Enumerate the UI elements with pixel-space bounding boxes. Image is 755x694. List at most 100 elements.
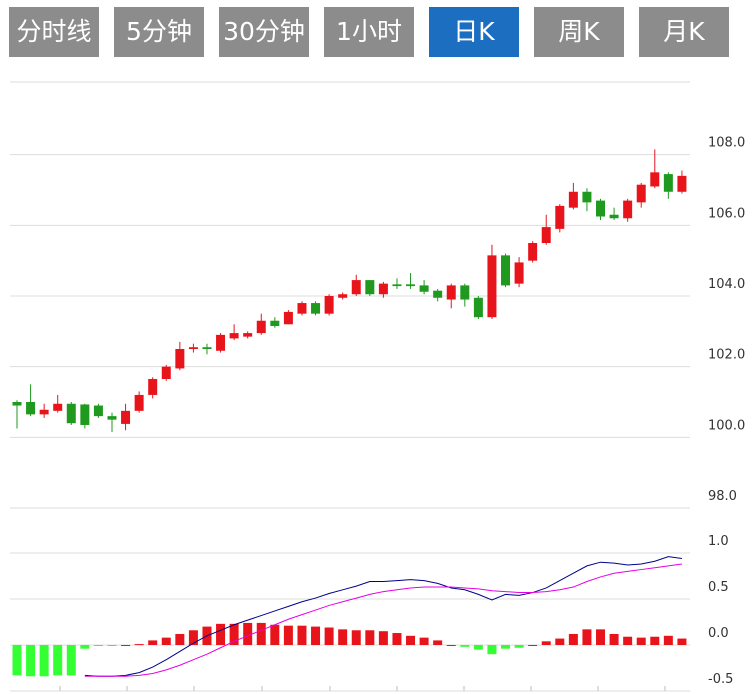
candle-body	[528, 243, 538, 261]
y-tick-label: -0.5	[708, 672, 733, 687]
candle-body	[650, 172, 660, 187]
candle-body	[406, 284, 416, 287]
macd-bar	[216, 623, 226, 645]
candle-body	[297, 303, 307, 314]
candle-body	[202, 347, 212, 349]
candle-body	[541, 227, 551, 243]
macd-bar	[487, 645, 497, 655]
candle-body	[487, 255, 497, 318]
tab[interactable]: 30分钟	[219, 7, 309, 57]
macd-bar	[663, 635, 673, 645]
candle-body	[324, 296, 334, 314]
macd-bar	[446, 645, 456, 646]
y-tick-label: 106.0	[708, 206, 745, 221]
macd-bar	[134, 644, 144, 646]
candle-body	[473, 297, 483, 318]
macd-bar	[256, 622, 266, 645]
macd-bar	[392, 633, 402, 645]
macd-bar	[541, 641, 551, 645]
macd-bar	[283, 625, 293, 645]
macd-bar	[107, 645, 117, 646]
y-tick-label: 102.0	[708, 348, 745, 363]
macd-bar	[501, 645, 511, 649]
macd-bar	[324, 627, 334, 645]
candle-body	[677, 175, 687, 192]
macd-bar	[243, 622, 253, 645]
y-tick-label: 98.0	[708, 489, 737, 504]
y-tick-label: 1.0	[708, 534, 729, 549]
macd-bar	[148, 640, 158, 645]
candle-body	[568, 191, 578, 208]
macd-bar	[636, 637, 646, 645]
candle-body	[419, 285, 429, 292]
y-tick-label: 100.0	[708, 418, 745, 433]
candle-body	[351, 280, 361, 295]
macd-bar	[568, 633, 578, 645]
candle-body	[53, 403, 63, 411]
macd-line	[84, 563, 682, 677]
macd-bar	[473, 645, 483, 650]
macd-bar	[188, 630, 198, 645]
candle-body	[107, 416, 117, 420]
macd-bar	[161, 637, 171, 645]
candle-body	[175, 349, 185, 369]
candle-body	[39, 409, 49, 415]
macd-bar	[39, 645, 49, 677]
macd-bar	[623, 636, 633, 645]
macd-bar	[229, 623, 239, 645]
candle-body	[663, 174, 673, 192]
tab[interactable]: 日K	[429, 7, 519, 57]
macd-bar	[338, 629, 348, 645]
macd-bar	[555, 638, 565, 645]
macd-bar	[311, 626, 321, 645]
macd-bar	[297, 625, 307, 645]
macd-bar	[528, 645, 538, 646]
candle-body	[311, 303, 321, 314]
macd-bar	[419, 637, 429, 645]
macd-bar	[650, 636, 660, 645]
tab[interactable]: 周K	[534, 7, 624, 57]
candle-body	[596, 200, 606, 217]
tab[interactable]: 5分钟	[114, 7, 204, 57]
macd-bar	[406, 635, 416, 645]
candle-body	[636, 184, 646, 203]
candle-body	[283, 311, 293, 325]
candle-body	[378, 283, 388, 295]
candle-body	[26, 402, 36, 415]
tab[interactable]: 月K	[639, 7, 729, 57]
macd-line	[84, 556, 682, 677]
candle-body	[582, 191, 592, 203]
tab[interactable]: 1小时	[324, 7, 414, 57]
macd-bar	[270, 624, 280, 645]
candle-body	[243, 333, 253, 337]
candle-body	[12, 402, 22, 406]
candle-body	[501, 255, 511, 286]
macd-bar	[582, 629, 592, 645]
macd-bar	[121, 645, 131, 646]
candle-body	[433, 290, 443, 298]
candle-body	[80, 404, 90, 425]
macd-bar	[365, 630, 375, 645]
candle-body	[188, 347, 198, 349]
y-tick-label: 0.0	[708, 626, 729, 641]
candle-body	[229, 333, 239, 339]
candle-body	[338, 294, 348, 298]
candle-body	[609, 214, 619, 219]
y-tick-label: 108.0	[708, 136, 745, 151]
candle-body	[514, 262, 524, 284]
y-tick-label: 104.0	[708, 277, 745, 292]
macd-bar	[596, 629, 606, 645]
candle-body	[270, 320, 280, 327]
tab[interactable]: 分时线	[9, 7, 99, 57]
candle-body	[460, 285, 470, 300]
candle-body	[256, 320, 266, 334]
macd-bar	[80, 645, 90, 649]
candle-body	[392, 284, 402, 287]
macd-bar	[514, 645, 524, 648]
macd-bar	[26, 645, 36, 677]
macd-bar	[175, 633, 185, 645]
y-tick-label: 0.5	[708, 580, 729, 595]
macd-bar	[609, 633, 619, 645]
candle-body	[623, 200, 633, 219]
